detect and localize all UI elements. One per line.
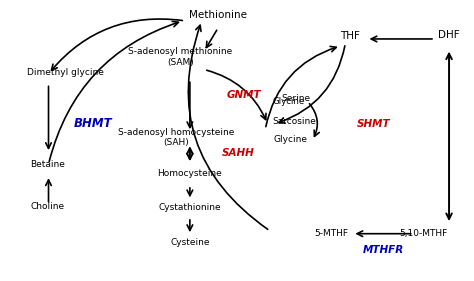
Text: SHMT: SHMT bbox=[357, 119, 391, 129]
Text: Sarcosine: Sarcosine bbox=[273, 117, 316, 126]
Text: GNMT: GNMT bbox=[227, 90, 261, 99]
Text: SAHH: SAHH bbox=[222, 148, 255, 158]
Text: Methionine: Methionine bbox=[189, 10, 247, 20]
Text: Serine: Serine bbox=[281, 94, 310, 103]
Text: Cysteine: Cysteine bbox=[170, 237, 210, 246]
Text: Homocysteine: Homocysteine bbox=[157, 169, 222, 178]
Text: Choline: Choline bbox=[31, 202, 65, 211]
Text: S-adenosyl methionine
(SAM): S-adenosyl methionine (SAM) bbox=[128, 47, 233, 67]
Text: THF: THF bbox=[340, 31, 360, 41]
Text: Glycine: Glycine bbox=[273, 97, 305, 106]
Text: Glycine: Glycine bbox=[273, 135, 308, 144]
Text: BHMT: BHMT bbox=[74, 117, 113, 130]
Text: 5,10-MTHF: 5,10-MTHF bbox=[399, 229, 447, 238]
Text: MTHFR: MTHFR bbox=[363, 244, 404, 255]
Text: DHF: DHF bbox=[438, 30, 460, 40]
Text: 5-MTHF: 5-MTHF bbox=[314, 229, 348, 238]
Text: Betaine: Betaine bbox=[31, 160, 65, 169]
Text: S-adenosyl homocysteine
(SAH): S-adenosyl homocysteine (SAH) bbox=[118, 128, 234, 148]
Text: Cystathionine: Cystathionine bbox=[159, 203, 221, 212]
Text: Dimethyl glycine: Dimethyl glycine bbox=[27, 68, 104, 77]
